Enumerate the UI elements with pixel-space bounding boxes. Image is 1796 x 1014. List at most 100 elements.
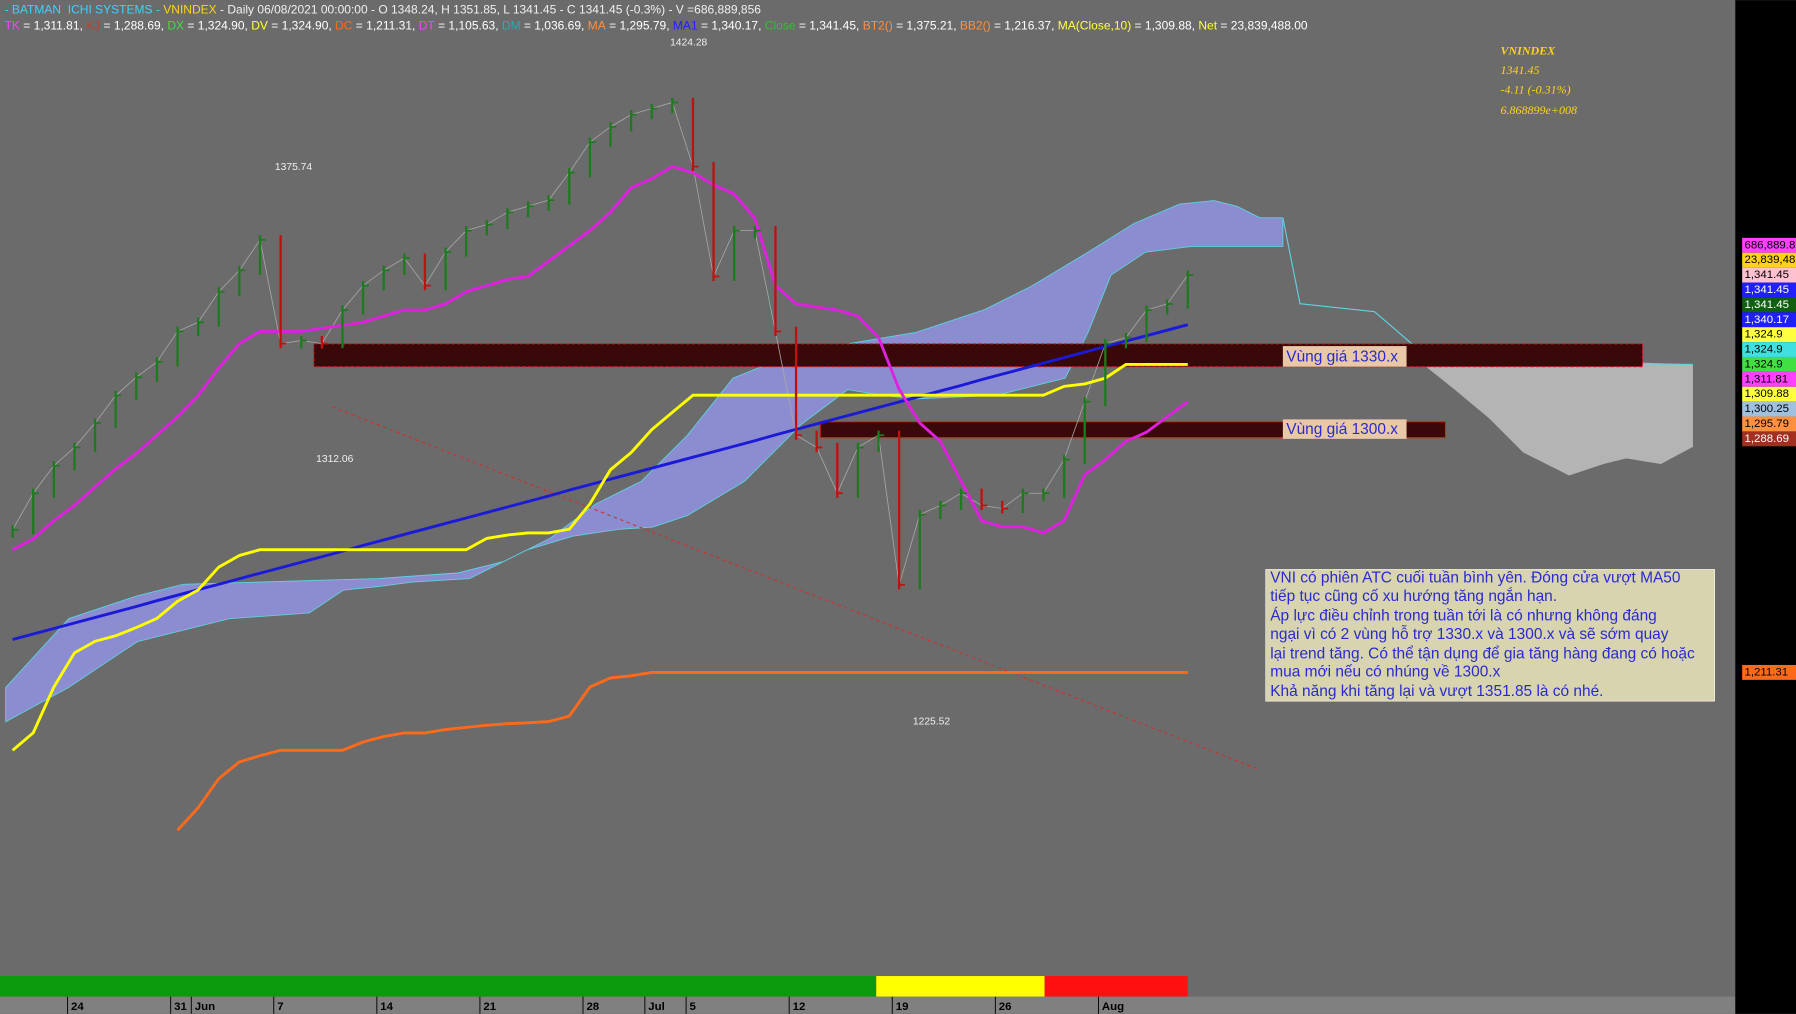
price-bar — [629, 110, 633, 132]
zone-label: Vùng giá 1330.x — [1286, 349, 1398, 366]
price-tag-label: 1,300.25 — [1744, 403, 1789, 415]
price-bar — [320, 335, 324, 349]
price-tag-label: 1,340.17 — [1744, 314, 1789, 326]
x-axis — [0, 996, 1736, 1014]
legend-text: = 23,839,488.00 — [1217, 19, 1308, 33]
price-bar — [959, 488, 963, 511]
price-bar — [753, 226, 756, 239]
price-bar — [1186, 270, 1189, 309]
price-tag-label: 1,341.45 — [1744, 284, 1789, 296]
price-bar — [712, 161, 715, 282]
indicator-line — [12, 323, 1189, 641]
info-close: 1341.45 — [1500, 63, 1539, 77]
price-bar — [1083, 397, 1086, 465]
price-bar — [176, 326, 179, 367]
high-marker: 1375.74 — [275, 162, 312, 173]
x-tick-label: 12 — [793, 1001, 806, 1013]
price-tag — [1742, 237, 1796, 253]
state-strip — [0, 976, 877, 997]
legend-text: = 1,341.45, — [796, 19, 863, 33]
legend-text: = 1,295.79, — [606, 19, 673, 33]
price-tag-label: 1,324.9 — [1744, 329, 1782, 341]
price-tag — [1742, 416, 1796, 432]
trend-line — [331, 406, 1261, 771]
price-bar — [733, 226, 736, 282]
price-tag-label: 1,311.81 — [1744, 373, 1788, 385]
price-bar — [526, 201, 530, 217]
legend-text: DT — [419, 19, 436, 33]
price-bar — [815, 430, 818, 453]
zone-label: Vùng giá 1300.x — [1286, 421, 1398, 438]
price-tag — [1742, 386, 1796, 402]
legend-text: = 1,216.37, — [991, 19, 1058, 33]
price-bar — [73, 442, 76, 471]
high-marker: 1424.28 — [670, 37, 707, 48]
legend-text: = 1,309.88, — [1131, 19, 1198, 33]
x-tick-label: 21 — [483, 1001, 496, 1013]
price-bar — [609, 122, 612, 147]
legend-text: DV — [251, 19, 268, 33]
price-bar — [1001, 500, 1004, 514]
price-tag — [1742, 297, 1796, 313]
price-bar — [1145, 305, 1148, 343]
price-tag — [1742, 282, 1796, 298]
price-tag — [1742, 312, 1796, 328]
price-bar — [1104, 339, 1107, 407]
legend-text: = 1,105.63, — [435, 19, 502, 33]
price-bar — [403, 253, 406, 275]
x-tick-label: 19 — [896, 1001, 909, 1013]
legend-text: = 1,324.90, — [268, 19, 335, 33]
price-tag-label: 1,288.69 — [1744, 433, 1789, 445]
zone-1330 — [313, 343, 1644, 368]
price-bar — [877, 430, 880, 453]
price-tag — [1742, 342, 1796, 357]
legend-text: DX — [167, 19, 184, 33]
state-strip — [1044, 976, 1188, 997]
legend-text: BB2() — [960, 19, 991, 33]
state-strip — [876, 976, 1045, 997]
note-line: tiếp tục cũng cố xu hướng tăng ngắn hạn. — [1270, 588, 1557, 605]
price-bar — [258, 235, 262, 275]
price-tag — [1742, 356, 1796, 372]
price-bar — [32, 488, 35, 535]
price-bar — [341, 305, 344, 349]
price-bar — [774, 226, 777, 336]
x-tick-label: Jun — [195, 1001, 215, 1013]
price-tag-label: 1,324.9 — [1744, 358, 1782, 370]
price-tag-label: 1,211.31 — [1744, 666, 1788, 678]
price-bar — [1124, 332, 1128, 349]
price-bar — [114, 390, 117, 428]
price-tag — [1742, 664, 1796, 680]
price-bar — [856, 442, 860, 498]
future-cloud — [1391, 343, 1693, 476]
price-bar — [485, 219, 488, 236]
price-bar — [52, 461, 55, 498]
note-line: ngại vì có 2 vùng hỗ trợ 1330.x và 1300.… — [1270, 626, 1669, 643]
legend-text: - BATMAN ICHI SYSTEMS - — [5, 3, 164, 17]
legend-text: BT2() — [863, 19, 893, 33]
price-bar — [918, 510, 921, 590]
x-tick-label: 31 — [174, 1001, 187, 1013]
price-tag — [1742, 401, 1796, 417]
zone-label-box — [1282, 419, 1407, 439]
price-bar — [691, 97, 695, 172]
price-bar — [671, 97, 674, 114]
price-tag-label: 686,889.8 — [1744, 239, 1795, 251]
price-tag-label: 1,324.9 — [1744, 344, 1782, 356]
price-bar — [568, 168, 571, 205]
low-marker: 1225.52 — [913, 716, 950, 727]
note-line: Khả năng khi tăng lại và vượt 1351.85 là… — [1270, 683, 1603, 700]
indicator-legend: TK = 1,311.81, KJ = 1,288.69, DX = 1,324… — [5, 19, 1308, 33]
info-symbol: VNINDEX — [1500, 43, 1556, 57]
price-tag — [1742, 252, 1796, 268]
price-bar — [361, 281, 365, 315]
zone-label-box — [1282, 346, 1407, 367]
price-bar — [1021, 488, 1024, 514]
x-tick-label: Aug — [1102, 1001, 1124, 1013]
price-bar — [1062, 455, 1066, 498]
indicator-line — [11, 164, 1189, 551]
legend-text: MA — [588, 19, 606, 33]
price-bar — [11, 525, 14, 538]
legend-text: = 1,375.21, — [893, 19, 960, 33]
